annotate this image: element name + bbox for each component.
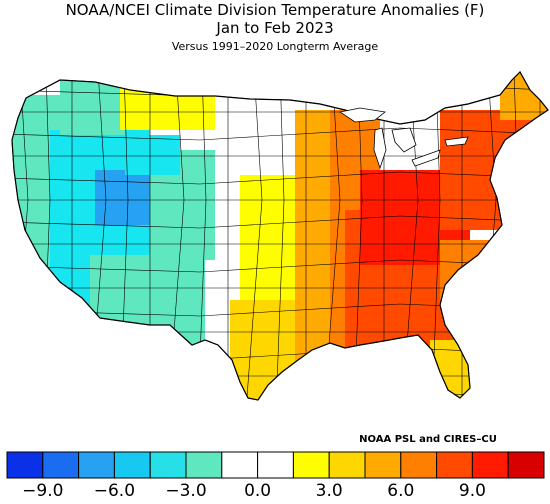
region-northern-plains [120, 82, 215, 130]
colorbar-swatch [221, 451, 259, 479]
colorbar-swatch [113, 451, 151, 479]
lake-ontario [444, 136, 469, 147]
map-period: Jan to Feb 2023 [215, 19, 333, 37]
map-subtitle: Versus 1991–2020 Longterm Average [172, 40, 379, 53]
division-line [12, 391, 548, 400]
colorbar-swatch [6, 451, 44, 479]
region-northern-rockies [60, 80, 125, 135]
colorbar-swatch [42, 451, 80, 479]
colorbar [6, 451, 545, 479]
region-colorado [150, 150, 215, 260]
great-lakes [338, 107, 469, 170]
region-arizona-nm [90, 255, 205, 345]
lake-michigan [373, 127, 387, 170]
colorbar-swatch [78, 451, 115, 479]
colorbar-swatch [400, 451, 438, 479]
division-line [12, 171, 548, 185]
region-carolinas [440, 240, 500, 300]
us-climate-division-map [11, 71, 549, 401]
colorbar-tick-label: 6.0 [387, 481, 414, 501]
colorbar-swatch [364, 451, 402, 479]
colorbar-tick-label: −9.0 [22, 481, 63, 501]
colorbar-tick-label: 3.0 [316, 481, 343, 501]
colorbar-tick-label: −3.0 [165, 481, 206, 501]
colorbar-tick-label: 9.0 [459, 481, 486, 501]
map-title: NOAA/NCEI Climate Division Temperature A… [66, 1, 485, 19]
credit-label: NOAA PSL and CIRES–CU [359, 434, 497, 445]
colorbar-swatch [257, 451, 294, 479]
division-line [12, 215, 548, 229]
colorbar-tick-label: −6.0 [94, 481, 135, 501]
lake-huron [391, 127, 417, 153]
colorbar-swatch [507, 451, 545, 479]
lake-superior [338, 107, 386, 123]
region-idaho-utah [95, 170, 160, 225]
region-dakotas [215, 90, 290, 175]
colorbar-tick-label: 0.0 [244, 481, 271, 501]
colorbar-swatch [328, 451, 366, 479]
colorbar-swatch [471, 451, 509, 479]
colorbar-swatch [149, 451, 187, 479]
colorbar-swatch [292, 451, 330, 479]
region-central-rockies [125, 135, 180, 175]
lake-erie [411, 149, 441, 167]
colorbar-swatch [436, 451, 473, 479]
colorbar-swatch [185, 451, 223, 479]
anomaly-regions [12, 72, 548, 400]
us-border [11, 71, 549, 401]
colorbar-ticks: −9.0 −6.0 −3.0 0.0 3.0 6.0 9.0 [22, 481, 486, 501]
division-line [12, 127, 548, 141]
